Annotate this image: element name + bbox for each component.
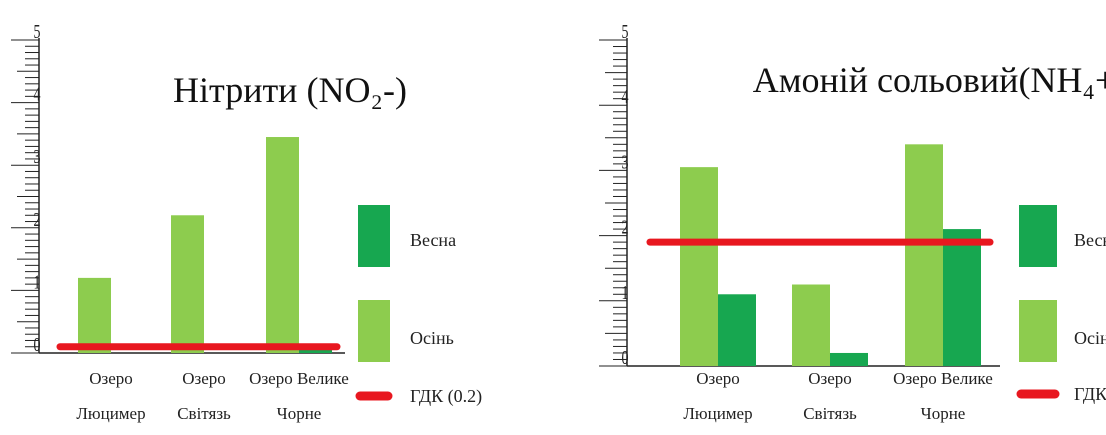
y-tick-label: 0 bbox=[34, 334, 41, 356]
y-tick-label: 3 bbox=[34, 146, 41, 168]
y-axis-ticks bbox=[11, 39, 39, 354]
bar bbox=[78, 277, 111, 353]
legend-swatch bbox=[358, 300, 390, 362]
category-label: Чорне bbox=[921, 404, 966, 423]
bar bbox=[299, 348, 332, 353]
y-tick-label: 4 bbox=[34, 83, 41, 105]
chart-title: Нітрити (NO₂-) bbox=[173, 70, 407, 110]
legend-label: Осінь bbox=[410, 328, 454, 348]
legend: Весна Осінь ГДК (0.2) bbox=[355, 205, 482, 407]
y-tick-label: 4 bbox=[622, 86, 629, 108]
bar bbox=[792, 284, 830, 366]
category-label: Чорне bbox=[277, 404, 322, 423]
nitrites-chart: Нітрити (NO₂-) 0 1 2 3 4 5 Озеро Люцимер Озеро Сві… bbox=[11, 21, 482, 423]
y-axis-ticks bbox=[599, 39, 627, 367]
category-label: Люцимер bbox=[76, 404, 145, 423]
ammonium-chart: Амоній сольовий(NH₄+) 0 1 2 3 4 5 Озеро Люцимер О… bbox=[599, 21, 1106, 423]
category-label: Озеро Велике bbox=[893, 369, 993, 388]
chart-title: Амоній сольовий(NH₄+) bbox=[753, 60, 1106, 100]
bar bbox=[943, 229, 981, 366]
bar bbox=[905, 144, 943, 366]
legend-label: Осінь bbox=[1074, 328, 1106, 348]
y-tick-label: 5 bbox=[622, 21, 629, 43]
bar bbox=[718, 294, 756, 366]
y-tick-label: 1 bbox=[34, 271, 41, 293]
y-tick-label: 0 bbox=[622, 347, 629, 369]
y-tick-label: 2 bbox=[622, 216, 629, 238]
bar bbox=[171, 215, 204, 353]
y-tick-label: 3 bbox=[622, 151, 629, 173]
legend-swatch bbox=[1019, 300, 1057, 362]
category-label: Озеро bbox=[182, 369, 226, 388]
category-label: Світязь bbox=[177, 404, 231, 423]
y-tick-label: 1 bbox=[622, 281, 629, 303]
legend-swatch bbox=[358, 205, 390, 267]
category-label: Озеро bbox=[808, 369, 852, 388]
category-label: Озеро bbox=[696, 369, 740, 388]
y-tick-label: 2 bbox=[34, 208, 41, 230]
category-label: Озеро Велике bbox=[249, 369, 349, 388]
bar bbox=[266, 137, 299, 353]
legend-swatch bbox=[1019, 205, 1057, 267]
legend-label: Весна bbox=[1074, 230, 1106, 250]
y-tick-label: 5 bbox=[34, 21, 41, 43]
category-label: Озеро bbox=[89, 369, 133, 388]
legend-label: Весна bbox=[410, 230, 456, 250]
bar bbox=[830, 352, 868, 366]
category-label: Люцимер bbox=[683, 404, 752, 423]
legend-label: ГДК (0.2) bbox=[410, 386, 482, 407]
category-label: Світязь bbox=[803, 404, 857, 423]
legend-label: ГДК bbox=[1074, 384, 1106, 404]
bar bbox=[680, 167, 718, 366]
legend: Весна Осінь ГДК bbox=[1016, 205, 1106, 404]
